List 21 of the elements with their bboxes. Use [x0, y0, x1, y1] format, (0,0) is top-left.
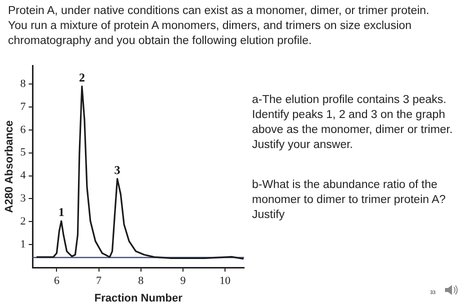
- y-tick-label: 8: [20, 78, 26, 90]
- annotation: 1: [58, 205, 64, 220]
- annotation: 3: [114, 162, 120, 177]
- text: a-The elution profile contains 3 peaks. Identify peaks 1, 2 and 3 on the graph above as the monomer, dimer or trimer. Justify your answer.: [252, 93, 454, 153]
- y-axis-title: A280 Absorbance: [4, 120, 16, 213]
- y-tick-label: 1: [20, 238, 26, 251]
- x-tick-label: 9: [180, 275, 186, 288]
- y-tick-label: 3: [20, 192, 26, 205]
- annotation: 2: [78, 70, 85, 84]
- x-tick-label: 8: [138, 275, 144, 288]
- x-tick-label: 6: [54, 275, 60, 288]
- y-tick-label: 2: [20, 216, 26, 228]
- y-tick-label: 5: [20, 146, 26, 159]
- x-axis-title: Fraction Number: [94, 292, 184, 304]
- y-tick-label: 7: [20, 100, 26, 113]
- text: b-What is the abundance ratio of the monomer to dimer to trimer protein A? Justify: [252, 178, 447, 223]
- y-tick-label: 6: [20, 124, 26, 136]
- y-tick-label: 4: [20, 170, 26, 182]
- x-tick-label: 7: [96, 275, 102, 288]
- chart-title: Protein A, under native conditions can exist as a monomer, dimer, or trimer protein. You run a mixture of protein A monomers, dimers, and trimers on size exclusion chromatography and you obtain the following elution profile.: [8, 4, 430, 49]
- x-tick-label: 10: [220, 275, 232, 288]
